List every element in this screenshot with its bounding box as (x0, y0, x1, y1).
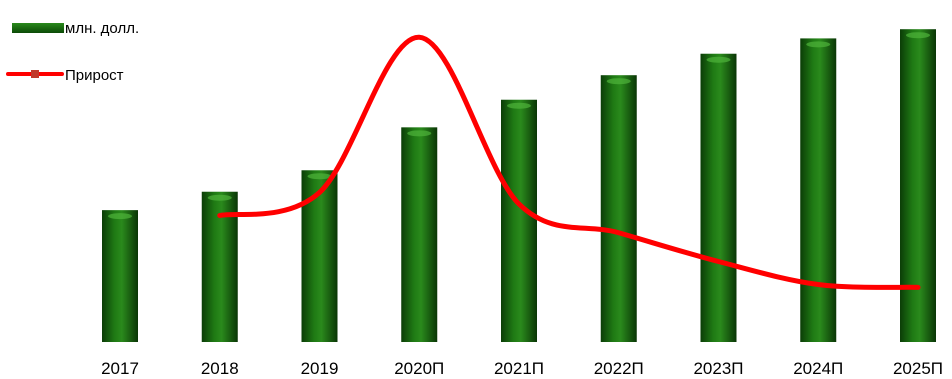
bar-2025П (900, 29, 936, 342)
bar-2021П (501, 99, 537, 342)
growth-line (217, 34, 921, 290)
legend-label-line: Прирост (65, 67, 124, 84)
x-tick-label: 2021П (494, 359, 544, 378)
legend-swatch-bars (12, 23, 64, 33)
legend: млн. долл. Прирост (6, 20, 139, 84)
x-tick-label: 2019 (301, 359, 339, 378)
x-tick-label: 2024П (793, 359, 843, 378)
x-tick-label: 2022П (594, 359, 644, 378)
bar-2019 (301, 170, 338, 342)
bar-2017 (102, 210, 138, 342)
x-tick-label: 2018 (201, 359, 239, 378)
x-axis-tick-labels: 2017 2018 2019 2020П 2021П 2022П 2023П 2024П 202… (101, 359, 943, 378)
legend-label-bars: млн. долл. (65, 20, 139, 37)
x-tick-label: 2023П (693, 359, 743, 378)
bar-2024П (800, 38, 837, 343)
legend-item-bars: млн. долл. (12, 20, 139, 37)
bar-series (102, 29, 936, 343)
x-tick-label: 2020П (394, 359, 444, 378)
growth-series (217, 34, 921, 290)
x-tick-label: 2017 (101, 359, 139, 378)
bar-2023П (700, 53, 737, 342)
bar-2022П (600, 75, 637, 342)
bar-2020П (401, 127, 438, 342)
legend-item-line: Прирост (6, 67, 124, 84)
x-tick-label: 2025П (893, 359, 943, 378)
legend-marker-line (31, 70, 39, 78)
